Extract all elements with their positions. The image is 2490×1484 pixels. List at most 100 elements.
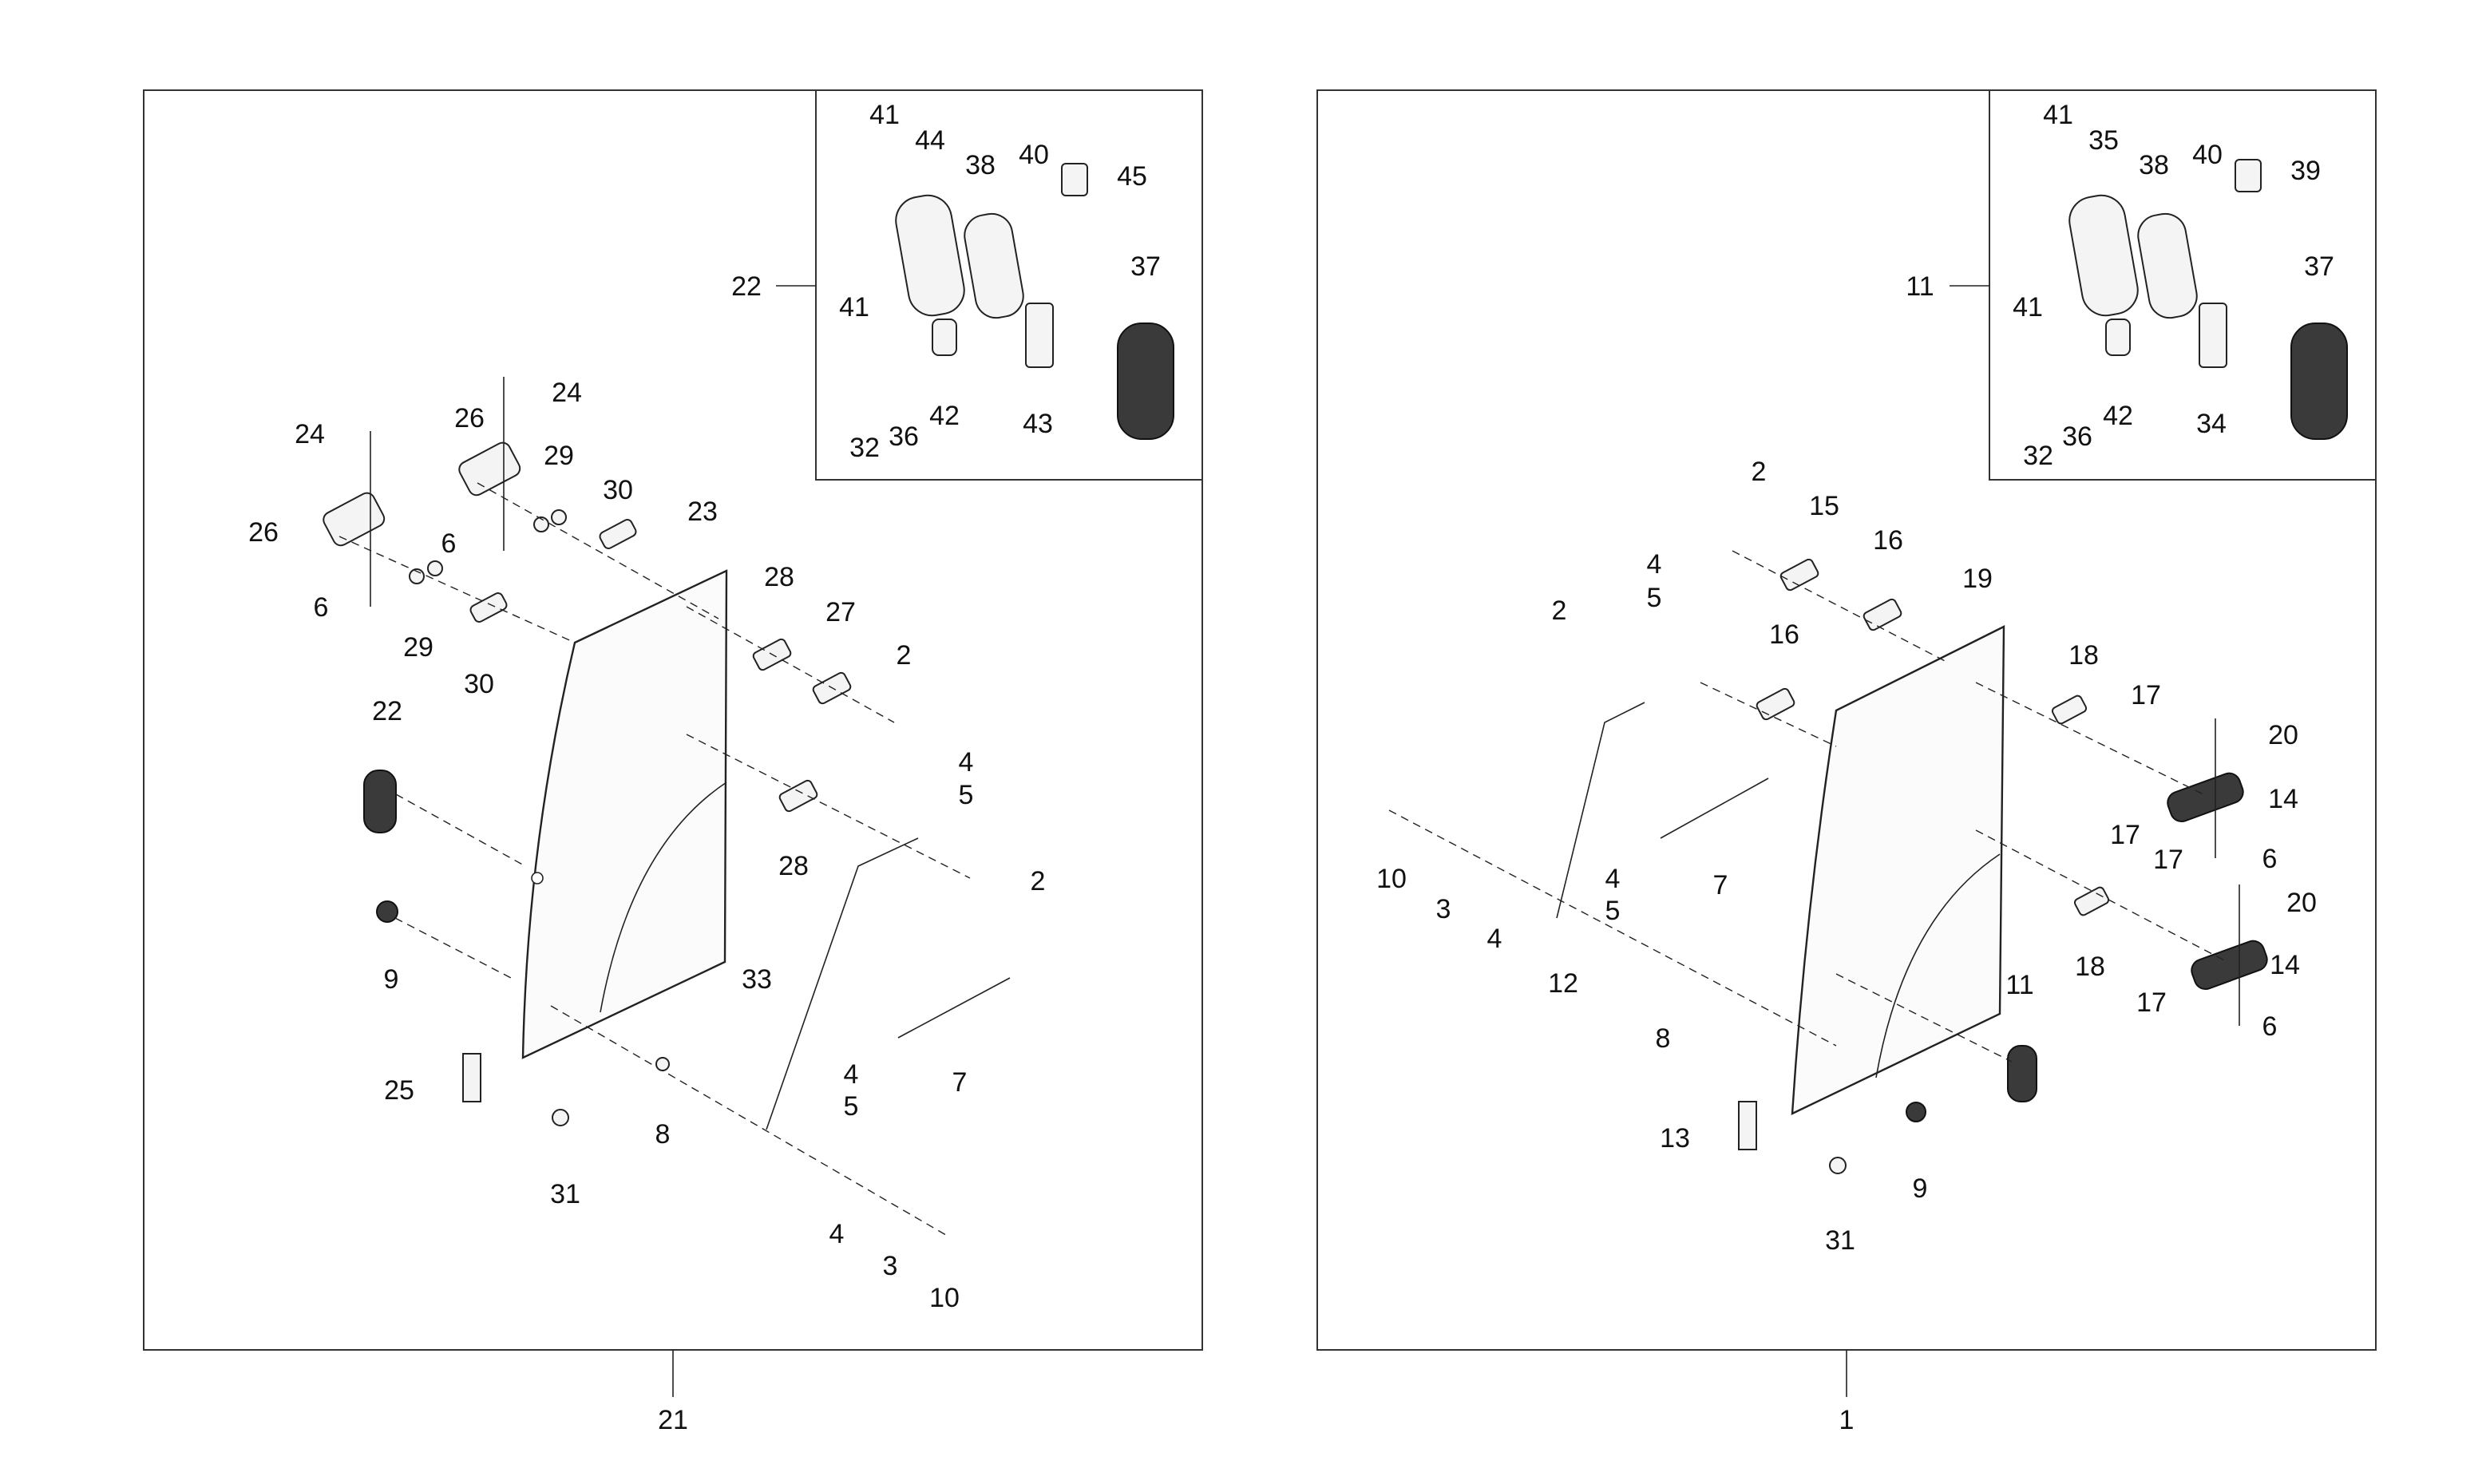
assembly-number-left: 21	[658, 1405, 688, 1435]
callout: 8	[1656, 1023, 1671, 1054]
axis-mid-right	[1700, 682, 1837, 747]
block-13	[1738, 1101, 1757, 1150]
knob-9	[376, 900, 398, 923]
callout: 28	[778, 851, 809, 881]
callout: 31	[550, 1179, 580, 1209]
callout: 27	[825, 597, 856, 627]
callout: 23	[687, 497, 718, 527]
gasket-38	[964, 212, 1024, 319]
assembly-right	[1316, 89, 2377, 1351]
callout: 30	[603, 475, 633, 505]
plate-16-b	[1756, 687, 1795, 721]
callout: 24	[552, 378, 582, 408]
glass-panel-right	[1791, 625, 2005, 1115]
callout: 38	[2139, 150, 2169, 180]
panel-curve-left	[600, 782, 727, 1013]
axis-hinge-right-b	[1975, 829, 2228, 963]
assembly-left	[143, 89, 1203, 1351]
axis-bracket-b	[686, 734, 971, 879]
callout: 14	[2270, 950, 2300, 980]
callout: 22	[372, 696, 402, 726]
callout: 36	[889, 421, 919, 452]
callout: 5	[1605, 896, 1621, 926]
callout: 4	[1605, 864, 1621, 894]
callout: 42	[2103, 401, 2133, 431]
callout: 26	[248, 517, 279, 548]
callout: 14	[2268, 784, 2298, 814]
callout: 38	[965, 150, 996, 180]
axis-top-right	[1732, 550, 1949, 663]
callout: 6	[2262, 1011, 2278, 1042]
callout: 32	[2023, 441, 2053, 471]
axis-hinge-right-a	[1975, 682, 2204, 795]
panel-curve-right	[1875, 853, 2001, 1078]
callouts: 21 1 41 44 38 40 45 22 41 37 32 36 42 43…	[248, 100, 2334, 1435]
callout: 7	[952, 1067, 968, 1098]
washer-31	[552, 1109, 569, 1126]
callout: 24	[295, 419, 325, 449]
callout: 43	[1023, 409, 1053, 439]
callout: 17	[2131, 680, 2161, 710]
axis-hinge-a	[338, 536, 576, 643]
callout: 41	[2043, 100, 2073, 130]
latch-34	[2199, 303, 2227, 368]
block-25	[462, 1053, 481, 1102]
callout: 9	[1913, 1173, 1928, 1204]
callout: 36	[2062, 421, 2092, 452]
callout: 4	[844, 1059, 859, 1090]
hinge-26-a	[323, 492, 386, 547]
washer-8	[655, 1057, 670, 1071]
callout: 35	[2088, 125, 2119, 156]
callout: 44	[915, 125, 945, 156]
assembly-number-right: 1	[1839, 1405, 1855, 1435]
callout: 42	[929, 401, 960, 431]
hinge-14-b	[2191, 940, 2268, 990]
callout: 30	[464, 669, 494, 699]
callout: 19	[1962, 564, 1993, 594]
plate-18-a	[2051, 695, 2088, 725]
axis-bottom-right	[1388, 809, 1837, 1047]
callout: 5	[1647, 583, 1662, 613]
callout: 13	[1660, 1123, 1690, 1154]
callout: 45	[1117, 161, 1147, 192]
glass-panel-left	[521, 569, 728, 1059]
axis-bottom	[550, 1005, 951, 1238]
latch-plate-44	[895, 194, 965, 317]
callout: 8	[655, 1119, 671, 1150]
callout: 25	[384, 1075, 414, 1106]
callout: 17	[2110, 820, 2140, 850]
callout: 3	[883, 1251, 898, 1281]
callout: 17	[2136, 987, 2167, 1018]
callout: 39	[2290, 156, 2321, 186]
gas-strut-7	[897, 977, 1011, 1039]
callout: 34	[2196, 409, 2227, 439]
support-rod-33	[766, 837, 919, 1130]
callout: 11	[1906, 271, 1934, 302]
latch-43	[1025, 303, 1054, 368]
callout: 16	[1769, 619, 1799, 650]
axis-handle-right	[1835, 973, 2013, 1063]
plate-15	[1779, 558, 1819, 592]
callout: 20	[2268, 720, 2298, 750]
plate-16-a	[1863, 598, 1902, 631]
callout: 31	[1825, 1225, 1855, 1256]
handle-37	[1117, 323, 1174, 440]
callout: 2	[1552, 596, 1567, 626]
callout: 16	[1873, 525, 1903, 556]
callout: 2	[1031, 866, 1046, 896]
knob-9-right	[1906, 1102, 1926, 1122]
callout: 29	[403, 632, 433, 663]
washer-29-a2	[427, 560, 443, 576]
link-30-a	[469, 592, 508, 623]
bracket-28-b	[778, 779, 818, 813]
callout: 10	[1376, 864, 1407, 894]
callout: 10	[929, 1283, 960, 1313]
washer-31-right	[1829, 1157, 1847, 1174]
callout: 3	[1436, 894, 1451, 924]
detail-inset-left	[815, 89, 1203, 481]
callout: 5	[844, 1091, 859, 1122]
callout: 12	[1548, 968, 1578, 999]
washer-29-b2	[551, 509, 567, 525]
axis-knob	[394, 917, 512, 979]
